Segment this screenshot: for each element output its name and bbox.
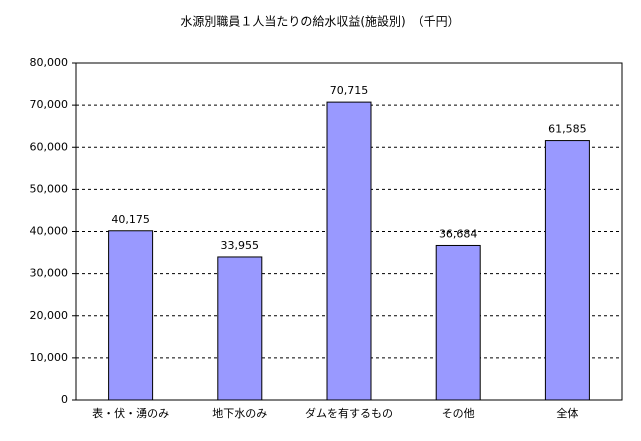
x-tick-label: ダムを有するもの [305,406,393,420]
x-tick-label: 全体 [556,406,578,420]
y-tick-label: 50,000 [30,182,69,195]
x-tick-label: 表・伏・湧のみ [92,406,169,420]
value-label: 40,175 [111,213,150,226]
value-label: 36,684 [439,227,478,240]
y-tick-label: 60,000 [30,140,69,153]
bar [326,101,372,401]
y-tick-label: 80,000 [30,56,69,69]
bar [108,230,154,401]
y-tick-label: 0 [61,393,68,406]
y-tick-label: 10,000 [30,351,69,364]
chart-title: 水源別職員１人当たりの給水収益(施設別) （千円） [180,14,459,29]
value-label: 70,715 [330,84,369,97]
y-tick-label: 70,000 [30,98,69,111]
x-tick-label: その他 [442,407,475,420]
bar [544,140,590,401]
bar [217,256,263,401]
value-label: 33,955 [221,239,260,252]
bar [435,244,481,401]
y-tick-label: 20,000 [30,309,69,322]
y-tick-label: 30,000 [30,267,69,280]
y-tick-label: 40,000 [30,225,69,238]
value-label: 61,585 [548,123,587,136]
x-tick-label: 地下水のみ [212,407,267,420]
